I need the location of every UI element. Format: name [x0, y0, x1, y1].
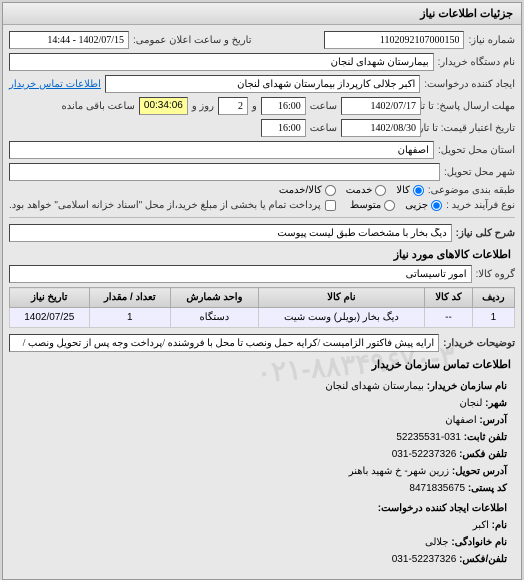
radio-kala-khadamat-item[interactable]: کالا/خدمت [279, 185, 336, 196]
deadline-label: مهلت ارسال پاسخ: تا تاریخ: [425, 101, 515, 112]
org-value: بیمارستان شهدای لنجان [325, 381, 424, 392]
table-header-row: ردیف کد کالا نام کالا واحد شمارش تعداد /… [10, 288, 515, 308]
th-date: تاریخ نیاز [10, 288, 90, 308]
contact-link[interactable]: اطلاعات تماس خریدار [9, 79, 101, 90]
tel-value: 031-52235531 [396, 432, 461, 443]
group-input[interactable] [9, 265, 472, 283]
category-radio-group: کالا خدمت کالا/خدمت [279, 185, 424, 196]
cell-row: 1 [472, 308, 514, 328]
radio-kala-khadamat-label: کالا/خدمت [279, 185, 322, 196]
form-body: شماره نیاز: تاریخ و ساعت اعلان عمومی: نا… [3, 25, 521, 579]
city-label: شهر محل تحویل: [444, 167, 515, 178]
radio-jozee[interactable] [431, 200, 442, 211]
radio-kala[interactable] [413, 185, 424, 196]
phone-value: 52237326-031 [392, 554, 457, 565]
time-label-2: ساعت [310, 123, 337, 134]
fax-value: 52237326-031 [392, 449, 457, 460]
th-name: نام کالا [258, 288, 425, 308]
name-value: اکبر [473, 520, 489, 531]
time-label-1: ساعت [310, 101, 337, 112]
validity-label: تاریخ اعتبار قیمت: تا تاریخ: [425, 123, 515, 134]
payment-note: پرداخت تمام یا بخشی از مبلغ خرید،از محل … [9, 200, 321, 211]
cell-date: 1402/07/25 [10, 308, 90, 328]
contact-info: نام سازمان خریدار: بیمارستان شهدای لنجان… [9, 375, 515, 573]
validity-time-input[interactable] [261, 119, 306, 137]
th-qty: تعداد / مقدار [89, 288, 171, 308]
creator-input[interactable] [105, 75, 420, 93]
radio-motevaset[interactable] [384, 200, 395, 211]
cell-code: -- [425, 308, 472, 328]
radio-kala-khadamat[interactable] [325, 185, 336, 196]
buyer-note-label: توضیحات خریدار: [443, 338, 515, 349]
th-unit: واحد شمارش [171, 288, 259, 308]
goods-table: ردیف کد کالا نام کالا واحد شمارش تعداد /… [9, 287, 515, 328]
postal-label: کد پستی: [468, 483, 507, 494]
validity-date-input[interactable] [341, 119, 421, 137]
request-number-input[interactable] [324, 31, 464, 49]
deadline-time-input[interactable] [261, 97, 306, 115]
radio-motevaset-item[interactable]: متوسط [350, 200, 395, 211]
creator-title: اطلاعات ایجاد کننده درخواست: [17, 501, 507, 517]
radio-jozee-item[interactable]: جزیی [405, 200, 442, 211]
announce-input[interactable] [9, 31, 129, 49]
creator-label: ایجاد کننده درخواست: [424, 79, 515, 90]
th-code: کد کالا [425, 288, 472, 308]
delivery-value: زرین شهر- خ شهید باهنر [349, 466, 449, 477]
name-label: نام: [492, 520, 507, 531]
payment-checkbox[interactable] [325, 200, 336, 211]
buyer-org-label: نام دستگاه خریدار: [438, 57, 515, 68]
radio-khadamat-label: خدمت [346, 185, 373, 196]
request-number-label: شماره نیاز: [468, 35, 515, 46]
announce-label: تاریخ و ساعت اعلان عمومی: [133, 35, 252, 46]
contact-city-value: لنجان [459, 398, 482, 409]
radio-jozee-label: جزیی [405, 200, 428, 211]
lastname-label: نام خانوادگی: [451, 537, 507, 548]
details-panel: جزئیات اطلاعات نیاز شماره نیاز: تاریخ و … [2, 2, 522, 580]
postal-value: 8471835675 [409, 483, 465, 494]
buyer-org-input[interactable] [9, 53, 434, 71]
address-value: اصفهان [445, 415, 476, 426]
group-label: گروه کالا: [476, 269, 515, 280]
desc-label: شرح کلی نیاز: [456, 228, 515, 239]
fax-label: تلفن فکس: [459, 449, 507, 460]
panel-title: جزئیات اطلاعات نیاز [3, 3, 521, 25]
radio-kala-label: کالا [396, 185, 410, 196]
process-radio-group: جزیی متوسط [350, 200, 442, 211]
city-input[interactable] [9, 163, 440, 181]
th-row: ردیف [472, 288, 514, 308]
radio-motevaset-label: متوسط [350, 200, 381, 211]
goods-info-title: اطلاعات کالاهای مورد نیاز [9, 248, 515, 261]
deadline-date-input[interactable] [341, 97, 421, 115]
and-label: و [252, 101, 257, 112]
table-row[interactable]: 1 -- دیگ بخار (بویلر) وست شیت دستگاه 1 1… [10, 308, 515, 328]
province-label: استان محل تحویل: [438, 145, 515, 156]
cell-unit: دستگاه [171, 308, 259, 328]
cell-qty: 1 [89, 308, 171, 328]
address-label: آدرس: [479, 415, 507, 426]
radio-kala-item[interactable]: کالا [396, 185, 424, 196]
lastname-value: جلالی [425, 537, 449, 548]
radio-khadamat[interactable] [375, 185, 386, 196]
cell-name: دیگ بخار (بویلر) وست شیت [258, 308, 425, 328]
province-input[interactable] [9, 141, 434, 159]
org-label: نام سازمان خریدار: [427, 381, 507, 392]
radio-khadamat-item[interactable]: خدمت [346, 185, 387, 196]
category-label: طبقه بندی موضوعی: [428, 185, 515, 196]
remaining-label: ساعت باقی مانده [62, 101, 135, 112]
delivery-label: آدرس تحویل: [452, 466, 507, 477]
process-label: نوع فرآیند خرید : [446, 200, 515, 211]
contact-title: اطلاعات تماس سازمان خریدار [9, 358, 515, 371]
days-label: روز و [192, 101, 214, 112]
phone-label: تلفن/فکس: [459, 554, 507, 565]
desc-input[interactable] [9, 224, 452, 242]
remaining-time: 00:34:06 [139, 97, 188, 115]
buyer-note-input[interactable] [9, 334, 439, 352]
tel-label: تلفن ثابت: [464, 432, 507, 443]
days-input[interactable] [218, 97, 248, 115]
contact-city-label: شهر: [485, 398, 507, 409]
